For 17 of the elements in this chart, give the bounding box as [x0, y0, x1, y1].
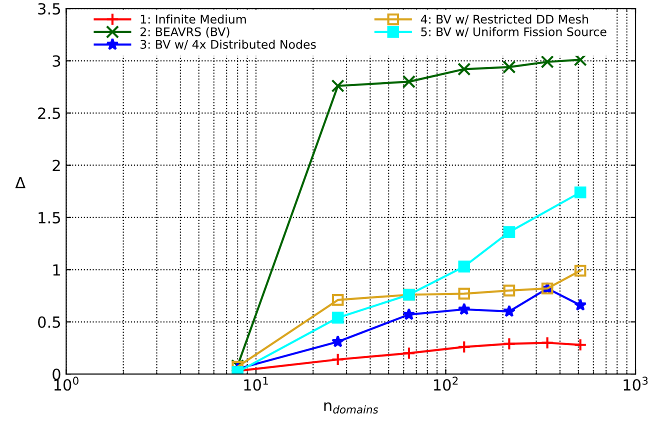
legend-label: 2: BEAVRS (BV)	[140, 27, 230, 38]
y-tick-label: 2.5	[38, 107, 60, 120]
y-axis-title: Δ	[15, 177, 26, 188]
y-tick-label: 1.5	[38, 212, 60, 224]
y-tick-label: 1	[53, 264, 60, 276]
legend-label: 3: BV w/ 4x Distributed Nodes	[140, 40, 316, 50]
x-tick-label: 10$^{2}$	[434, 376, 458, 391]
y-tick-label: 0.5	[38, 316, 60, 328]
y-tick-label: 2	[52, 160, 60, 172]
x-tick-label: 10$^{1}$	[244, 376, 268, 391]
y-tick-label: 3.5	[38, 3, 60, 15]
legend-label: 1: Infinite Medium	[140, 14, 246, 24]
x-axis-title: n$_{domains}$	[324, 402, 378, 414]
y-tick-label: 3	[52, 55, 60, 67]
legend-label: 5: BV w/ Uniform Fission Source	[421, 27, 606, 38]
x-tick-label: 10$^{3}$	[624, 376, 648, 391]
legend-label: 4: BV w/ Restricted DD Mesh	[420, 14, 588, 25]
